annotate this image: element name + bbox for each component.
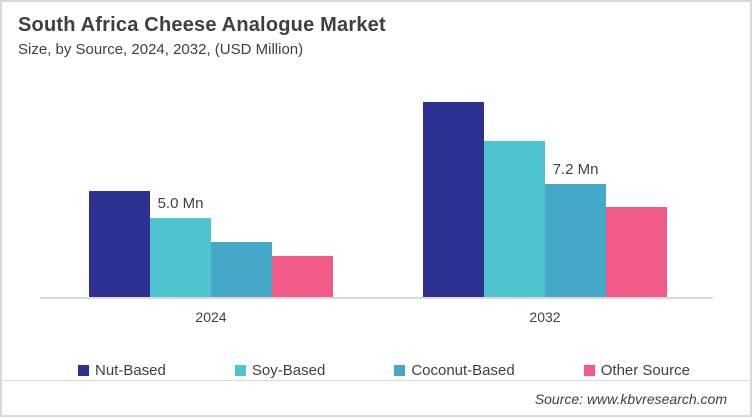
x-axis-line xyxy=(40,297,713,299)
x-tick-2032: 2032 xyxy=(529,309,561,325)
chart-header: South Africa Cheese Analogue Market Size… xyxy=(18,12,386,59)
chart-subtitle: Size, by Source, 2024, 2032, (USD Millio… xyxy=(18,41,304,58)
footer-divider xyxy=(2,380,750,381)
legend-swatch-coconut-based xyxy=(394,364,406,376)
bar-2032-soy-based xyxy=(484,141,545,297)
bar-2024-other-source xyxy=(272,256,333,297)
legend-item-coconut-based: Coconut-Based xyxy=(394,361,515,379)
legend-swatch-nut-based xyxy=(78,364,89,376)
bar-2032-nut-based xyxy=(423,102,484,297)
legend-label-soy-based: Soy-Based xyxy=(251,361,326,379)
legend-label-nut-based: Nut-Based xyxy=(95,361,166,379)
bar-2032-coconut-based xyxy=(545,184,606,297)
legend-swatch-soy-based xyxy=(234,364,246,376)
legend-label-other-source: Other Source xyxy=(600,361,690,379)
x-tick-2024: 2024 xyxy=(195,309,227,325)
legend-label-coconut-based: Coconut-Based xyxy=(411,361,515,379)
value-label-2024-soy-based: 5.0 Mn xyxy=(157,195,204,212)
legend-swatch-other-source xyxy=(583,364,595,376)
legend-item-other-source: Other Source xyxy=(583,361,690,379)
bar-2032-other-source xyxy=(606,207,667,297)
chart-title: South Africa Cheese Analogue Market xyxy=(18,14,386,36)
value-label-2032-coconut-based: 7.2 Mn xyxy=(552,161,599,178)
legend: Nut-Based Soy-Based Coconut-Based Other Sou… xyxy=(78,361,690,379)
source-note: Source: www.kbvresearch.com xyxy=(534,391,727,407)
bar-2024-coconut-based xyxy=(211,242,272,297)
legend-item-nut-based: Nut-Based xyxy=(78,362,166,379)
bar-2024-soy-based xyxy=(150,218,211,297)
bar-2024-nut-based xyxy=(89,191,150,297)
legend-item-soy-based: Soy-Based xyxy=(234,361,326,379)
